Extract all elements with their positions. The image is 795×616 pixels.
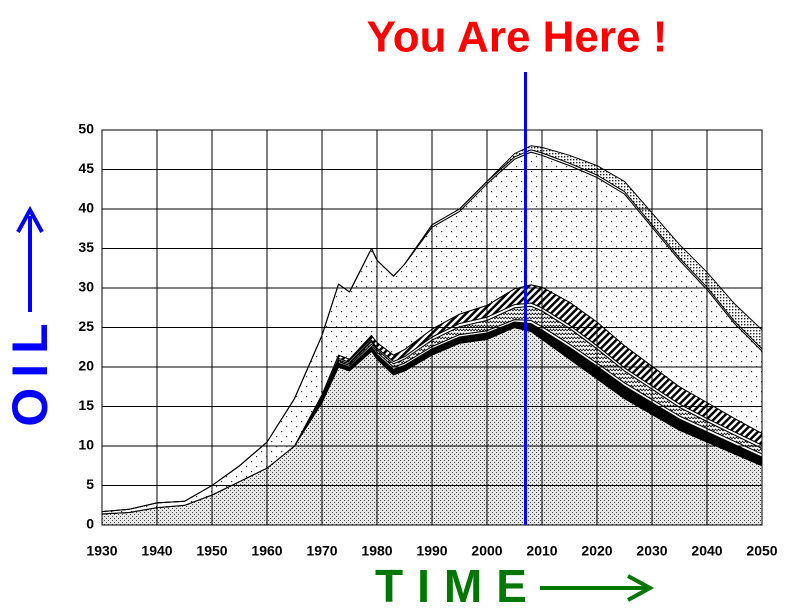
x-tick-label: 2040 bbox=[691, 543, 722, 559]
y-tick-label: 30 bbox=[78, 279, 94, 295]
y-tick-label: 35 bbox=[78, 239, 94, 255]
x-tick-label: 2020 bbox=[581, 543, 612, 559]
x-tick-label: 1990 bbox=[416, 543, 447, 559]
x-tick-label: 1940 bbox=[141, 543, 172, 559]
x-arrow bbox=[540, 574, 655, 602]
y-tick-label: 0 bbox=[86, 516, 94, 532]
x-tick-label: 2000 bbox=[471, 543, 502, 559]
x-axis-label: TIME bbox=[375, 560, 541, 612]
x-tick-label: 1960 bbox=[251, 543, 282, 559]
y-tick-label: 50 bbox=[78, 121, 94, 137]
y-tick-label: 10 bbox=[78, 437, 94, 453]
y-tick-label: 45 bbox=[78, 160, 94, 176]
y-tick-label: 40 bbox=[78, 200, 94, 216]
y-axis-label: OIL bbox=[2, 313, 58, 426]
y-tick-label: 25 bbox=[78, 318, 94, 334]
x-tick-label: 1930 bbox=[86, 543, 117, 559]
x-tick-label: 1970 bbox=[306, 543, 337, 559]
x-tick-label: 1950 bbox=[196, 543, 227, 559]
y-tick-label: 5 bbox=[86, 476, 94, 492]
plot-frame bbox=[101, 129, 763, 526]
x-tick-label: 2050 bbox=[746, 543, 777, 559]
annotation-text: You Are Here ! bbox=[367, 13, 668, 62]
y-arrow bbox=[16, 205, 44, 312]
x-tick-label: 2030 bbox=[636, 543, 667, 559]
y-tick-label: 20 bbox=[78, 358, 94, 374]
x-tick-label: 1980 bbox=[361, 543, 392, 559]
x-tick-label: 2010 bbox=[526, 543, 557, 559]
y-tick-label: 15 bbox=[78, 397, 94, 413]
